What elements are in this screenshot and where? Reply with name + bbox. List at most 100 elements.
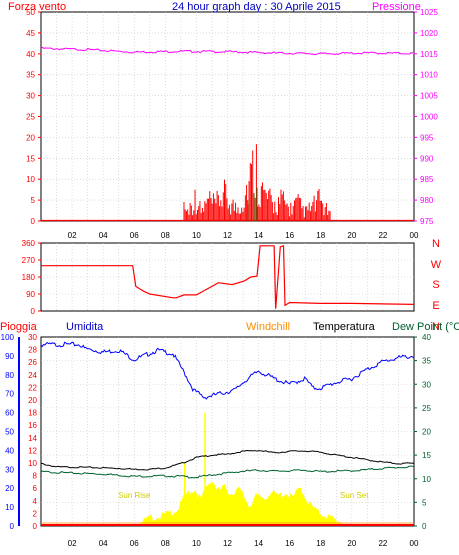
chart-title: 24 hour graph day : 30 Aprile 2015 bbox=[172, 1, 341, 13]
wind-tick-label: 20 bbox=[26, 133, 35, 142]
wind-tick-label: 35 bbox=[26, 71, 35, 80]
compass-label: N bbox=[432, 238, 440, 250]
pressure-axis-label: Pressione bbox=[372, 1, 421, 13]
direction-tick-label: 0 bbox=[31, 307, 36, 316]
p3-hour-label: 14 bbox=[254, 539, 263, 548]
p1-hour-label: 04 bbox=[99, 231, 108, 240]
rain-tick-label: 10 bbox=[28, 459, 37, 468]
humidity-tick-label: 90 bbox=[5, 352, 14, 361]
p1-hour-label: 12 bbox=[223, 231, 232, 240]
pressure-tick-label: 985 bbox=[420, 175, 434, 184]
wind-axis-label: Forza vento bbox=[8, 1, 66, 13]
rain-axis-label: Pioggia bbox=[0, 321, 38, 333]
p3-hour-label: 04 bbox=[99, 539, 108, 548]
sun-set-label: Sun Set bbox=[340, 491, 369, 500]
rain-tick-label: 0 bbox=[33, 522, 38, 531]
p1-hour-label: 14 bbox=[254, 231, 263, 240]
wind-tick-label: 10 bbox=[26, 175, 35, 184]
p3-hour-label: 22 bbox=[378, 539, 387, 548]
rain-tick-label: 26 bbox=[28, 358, 37, 367]
rain-tick-label: 30 bbox=[28, 333, 37, 342]
compass-label: S bbox=[432, 279, 439, 291]
pressure-tick-label: 1005 bbox=[420, 92, 438, 101]
humidity-tick-label: 70 bbox=[5, 390, 14, 399]
direction-series bbox=[41, 244, 415, 309]
rain-tick-label: 20 bbox=[28, 396, 37, 405]
compass-label: W bbox=[431, 259, 442, 271]
p3-hour-label: 20 bbox=[347, 539, 356, 548]
p3-hour-label: 18 bbox=[316, 539, 325, 548]
temp-tick-label: 15 bbox=[422, 451, 431, 460]
temperature-label: Temperatura bbox=[313, 321, 376, 333]
p1-hour-label: 22 bbox=[378, 231, 387, 240]
dewpoint-series bbox=[40, 465, 415, 479]
pressure-tick-label: 1025 bbox=[420, 8, 438, 17]
wind-tick-label: 0 bbox=[31, 217, 36, 226]
pressure-tick-label: 1015 bbox=[420, 50, 438, 59]
humidity-tick-label: 50 bbox=[5, 428, 14, 437]
rain-tick-label: 18 bbox=[28, 409, 37, 418]
rain-tick-label: 24 bbox=[28, 371, 37, 380]
rain-tick-label: 28 bbox=[28, 346, 37, 355]
temp-tick-label: 5 bbox=[422, 498, 427, 507]
pressure-tick-label: 1020 bbox=[420, 29, 438, 38]
humidity-tick-label: 30 bbox=[5, 465, 14, 474]
p3-hour-label: 08 bbox=[161, 539, 170, 548]
rain-tick-label: 22 bbox=[28, 383, 37, 392]
rain-tick-label: 4 bbox=[33, 497, 38, 506]
humidity-tick-label: 40 bbox=[5, 446, 14, 455]
humidity-tick-label: 0 bbox=[10, 522, 15, 531]
humidity-tick-label: 20 bbox=[5, 484, 14, 493]
p1-hour-label: 06 bbox=[130, 231, 139, 240]
p1-hour-label: 20 bbox=[347, 231, 356, 240]
rain-tick-label: 14 bbox=[28, 434, 37, 443]
rain-tick-label: 16 bbox=[28, 421, 37, 430]
sun-rise-label: Sun Rise bbox=[118, 491, 151, 500]
pressure-tick-label: 990 bbox=[420, 154, 434, 163]
wind-tick-label: 5 bbox=[31, 196, 36, 205]
pressure-tick-label: 995 bbox=[420, 133, 434, 142]
wind-tick-label: 40 bbox=[26, 50, 35, 59]
p1-hour-label: 00 bbox=[410, 231, 419, 240]
humidity-series bbox=[40, 341, 415, 400]
pressure-series bbox=[40, 46, 415, 56]
temp-tick-label: 35 bbox=[422, 357, 431, 366]
p3-hour-label: 00 bbox=[410, 539, 419, 548]
pressure-tick-label: 1010 bbox=[420, 71, 438, 80]
humidity-axis-label: Umidita bbox=[66, 321, 104, 333]
temp-tick-label: 40 bbox=[422, 333, 431, 342]
temperature-series bbox=[40, 449, 415, 471]
direction-tick-label: 360 bbox=[22, 239, 36, 248]
p3-hour-label: 06 bbox=[130, 539, 139, 548]
humidity-tick-label: 10 bbox=[5, 503, 14, 512]
dewpoint-label: Dew Point (°C bbox=[392, 321, 459, 333]
panel-temp-humidity: 0102030405060708090100024681012141618202… bbox=[1, 333, 432, 548]
rain-tick-label: 12 bbox=[28, 446, 37, 455]
temp-tick-label: 20 bbox=[422, 428, 431, 437]
wind-tick-label: 45 bbox=[26, 29, 35, 38]
humidity-tick-label: 60 bbox=[5, 409, 14, 418]
temp-tick-label: 0 bbox=[422, 522, 427, 531]
wind-series bbox=[183, 144, 331, 221]
humidity-tick-label: 100 bbox=[1, 333, 15, 342]
direction-tick-label: 90 bbox=[26, 290, 35, 299]
pressure-tick-label: 975 bbox=[420, 217, 434, 226]
p3-hour-label: 02 bbox=[68, 539, 77, 548]
p1-hour-label: 08 bbox=[161, 231, 170, 240]
p3-hour-label: 12 bbox=[223, 539, 232, 548]
temp-tick-label: 10 bbox=[422, 475, 431, 484]
p3-hour-label: 10 bbox=[192, 539, 201, 548]
temp-tick-label: 30 bbox=[422, 380, 431, 389]
humidity-tick-label: 80 bbox=[5, 371, 14, 380]
wind-tick-label: 50 bbox=[26, 8, 35, 17]
direction-tick-label: 180 bbox=[22, 273, 36, 282]
solar-series bbox=[41, 481, 414, 526]
pressure-tick-label: 1000 bbox=[420, 113, 438, 122]
p3-hour-label: 16 bbox=[285, 539, 294, 548]
p1-hour-label: 18 bbox=[316, 231, 325, 240]
panel-wind-pressure: 0510152025303540455097598098599099510001… bbox=[26, 8, 438, 240]
compass-label: E bbox=[432, 300, 439, 312]
temp-tick-label: 25 bbox=[422, 404, 431, 413]
compass-label: N bbox=[432, 321, 440, 333]
